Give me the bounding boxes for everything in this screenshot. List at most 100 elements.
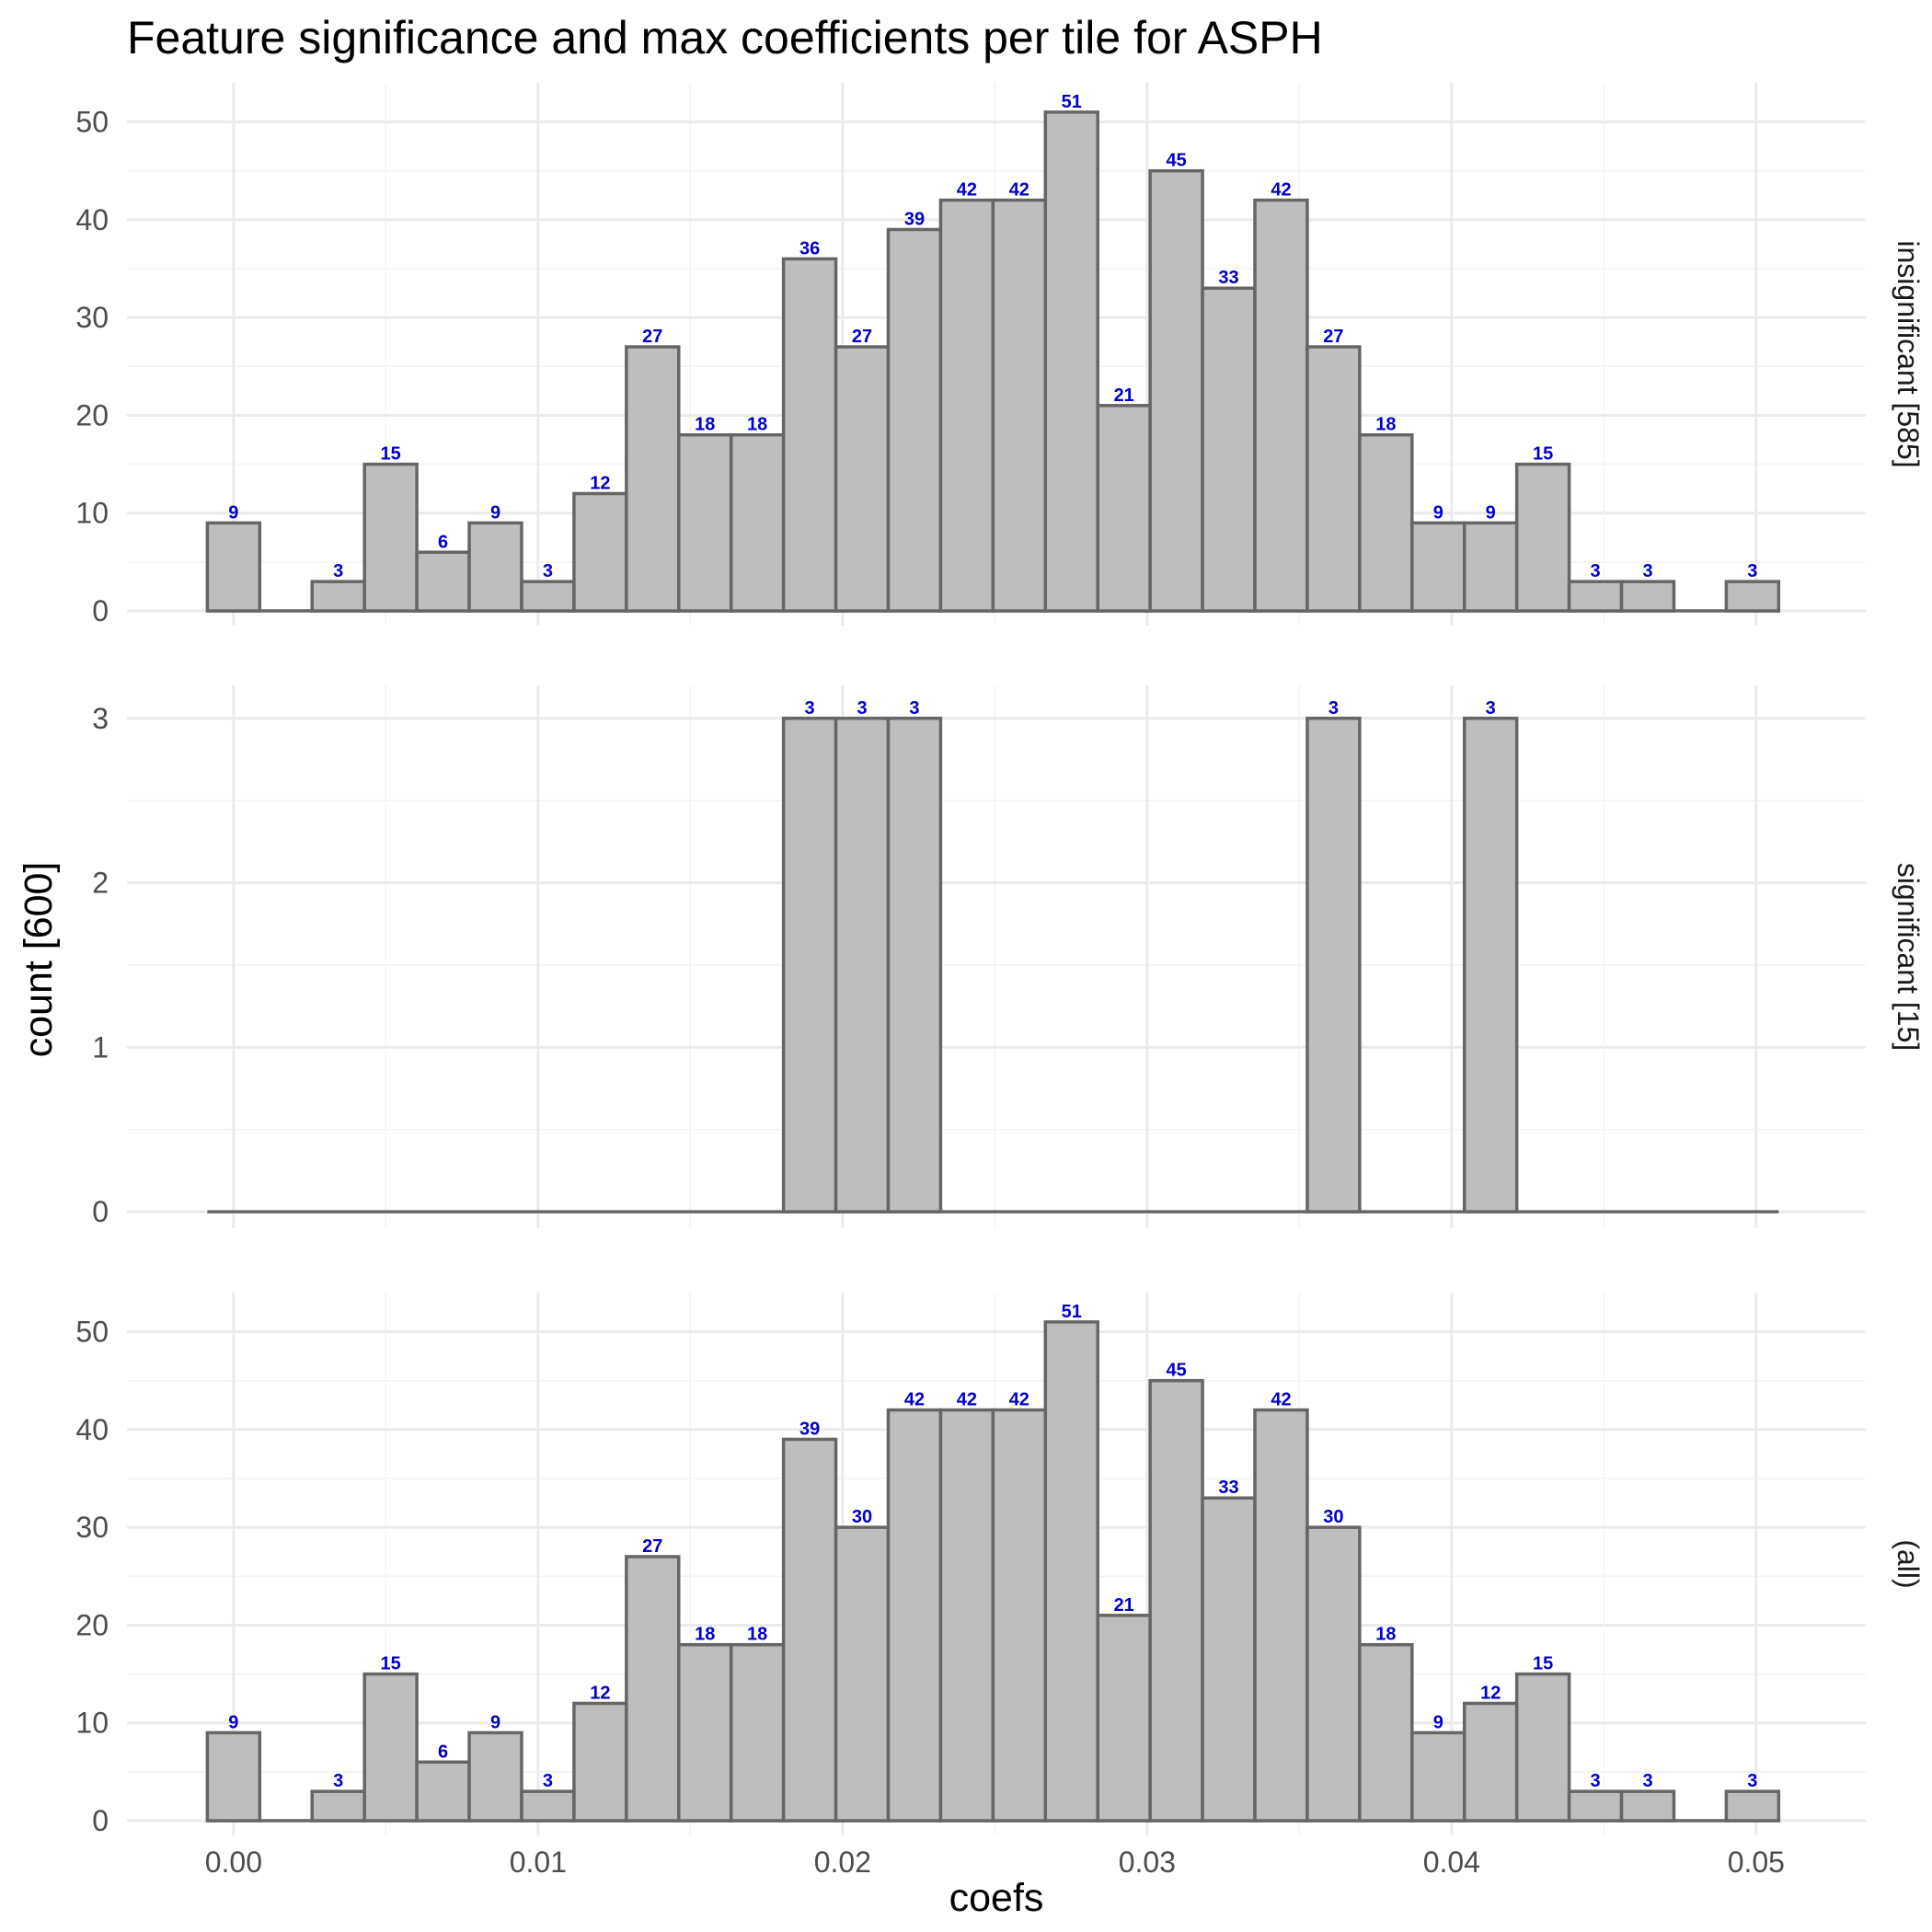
bar-count-label: 39 [799, 1419, 820, 1439]
histogram-bar [1358, 1642, 1414, 1823]
histogram-bar [834, 1525, 891, 1823]
y-tick-label: 40 [75, 1413, 109, 1446]
facet-strip-label: significant [15] [1892, 863, 1925, 1052]
bar-count-label: 36 [799, 238, 820, 259]
histogram-bar [1305, 345, 1362, 613]
bar-count-label: 3 [1591, 1771, 1601, 1791]
x-tick-label: 0.00 [205, 1846, 262, 1879]
histogram-bar [362, 462, 419, 613]
histogram-bar [1567, 580, 1624, 613]
y-tick-label: 0 [92, 594, 109, 627]
bar-count-label: 3 [333, 1771, 343, 1791]
bar-count-label: 18 [695, 415, 715, 435]
y-tick-label: 0 [92, 1195, 109, 1228]
bar-count-label: 42 [1009, 1390, 1029, 1410]
bar-count-label: 3 [805, 698, 815, 719]
bar-count-label: 18 [747, 415, 767, 435]
histogram-bar [781, 717, 838, 1213]
facet-strip-label: (all) [1892, 1539, 1925, 1588]
y-axis-title: count [600] [17, 862, 61, 1058]
bar-count-label: 42 [1271, 1390, 1291, 1410]
histogram-bar [1043, 1320, 1099, 1823]
bar-count-label: 42 [957, 1390, 977, 1410]
x-tick-label: 0.04 [1423, 1846, 1480, 1879]
bar-count-label: 30 [1323, 1507, 1343, 1527]
histogram-bar [1201, 286, 1257, 613]
histogram-bar [467, 521, 523, 613]
histogram-bar [1514, 1672, 1571, 1823]
bar-count-label: 51 [1062, 1302, 1082, 1322]
histogram-bar [415, 550, 471, 613]
bar-count-label: 27 [642, 1536, 662, 1557]
histogram-bar [938, 198, 995, 613]
histogram-bar [310, 580, 366, 613]
bar-count-label: 9 [490, 502, 500, 523]
y-tick-label: 0 [92, 1804, 109, 1837]
histogram-bar [729, 1642, 786, 1823]
bar-count-label: 21 [1114, 1595, 1134, 1616]
x-tick-label: 0.02 [814, 1846, 871, 1879]
x-axis-title: coefs [949, 1876, 1044, 1920]
histogram-bar [1096, 1614, 1152, 1823]
histogram-bar [1410, 1731, 1466, 1823]
histogram-bar [625, 345, 681, 613]
histogram-bar [520, 1789, 576, 1823]
bar-count-label: 27 [852, 327, 872, 347]
histogram-bar [1619, 1789, 1676, 1823]
bar-count-label: 3 [1642, 561, 1652, 581]
histogram-bar [834, 717, 891, 1213]
histogram-bar [1410, 521, 1466, 613]
histogram-bar [572, 1701, 628, 1823]
bar-count-label: 30 [852, 1507, 872, 1527]
histogram-bar [1462, 521, 1519, 613]
y-tick-label: 1 [92, 1030, 109, 1064]
bar-count-label: 18 [1375, 1625, 1396, 1645]
histogram-bar [1148, 1378, 1204, 1823]
histogram-bar [1462, 1701, 1519, 1823]
histogram-bar [310, 1789, 366, 1823]
bar-count-label: 42 [904, 1390, 925, 1410]
histogram-bar [1514, 462, 1571, 613]
bar-count-label: 42 [957, 180, 977, 201]
histogram-bar [886, 717, 943, 1213]
x-tick-label: 0.03 [1119, 1846, 1176, 1879]
y-tick-label: 20 [75, 1608, 109, 1641]
bar-count-label: 15 [1533, 444, 1553, 465]
histogram-bar [781, 257, 838, 613]
bar-count-label: 3 [333, 561, 343, 581]
y-tick-label: 20 [75, 398, 109, 431]
y-tick-label: 3 [92, 702, 109, 735]
facet-panel: 0 1 2 3 3 3 3 3 3 significant [15] [92, 685, 1925, 1228]
histogram-bar [677, 432, 733, 613]
histogram-bar [1462, 717, 1519, 1213]
histogram-bar [991, 1408, 1048, 1823]
histogram-bar [1619, 580, 1676, 613]
bar-count-label: 33 [1218, 268, 1238, 288]
bar-count-label: 9 [1433, 502, 1443, 523]
histogram-bar [1305, 1525, 1362, 1823]
y-tick-label: 30 [75, 1511, 109, 1544]
bar-count-label: 42 [1009, 180, 1029, 201]
bar-count-label: 15 [381, 444, 401, 465]
histogram-bar [886, 1408, 943, 1823]
histogram-bars: 3 3 3 3 3 [207, 698, 1779, 1213]
bar-count-label: 27 [642, 327, 662, 347]
histogram-bar [1043, 110, 1099, 613]
chart-title: Feature significance and max coefficient… [127, 12, 1323, 63]
histogram-bar [781, 1437, 838, 1823]
bar-count-label: 3 [543, 1771, 553, 1791]
y-tick-label: 30 [75, 301, 109, 334]
histogram-bar [520, 580, 576, 613]
histogram-bar [1724, 1789, 1781, 1823]
bar-count-label: 45 [1166, 1361, 1186, 1381]
bar-count-label: 42 [1271, 180, 1291, 201]
histogram-bar [1148, 168, 1204, 613]
histogram-bar [572, 491, 628, 613]
histogram-bar [1096, 404, 1152, 613]
bar-count-label: 12 [590, 1683, 610, 1703]
y-tick-label: 50 [75, 106, 109, 139]
